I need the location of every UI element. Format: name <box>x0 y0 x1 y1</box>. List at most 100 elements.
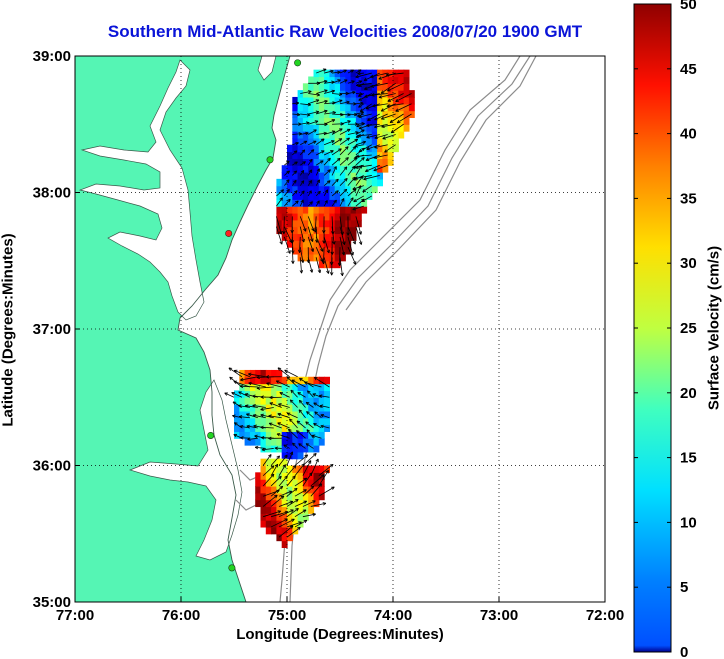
velocity-cell <box>239 417 246 426</box>
velocity-cell <box>281 383 288 392</box>
velocity-vector <box>292 190 298 197</box>
velocity-cell <box>281 499 288 508</box>
velocity-vector <box>339 128 351 135</box>
vector-head <box>361 198 365 202</box>
vector-head <box>317 190 321 193</box>
vector-head <box>290 229 293 234</box>
velocity-cell <box>297 499 304 508</box>
velocity-vector <box>278 464 286 476</box>
velocity-cell <box>308 472 315 480</box>
velocity-cell <box>281 438 288 446</box>
velocity-cell <box>398 103 405 112</box>
velocity-vector <box>331 71 341 74</box>
vector-head <box>279 197 283 200</box>
vector-head <box>286 188 290 192</box>
velocity-cell <box>377 131 383 139</box>
velocity-vector <box>307 190 312 197</box>
velocity-vector <box>300 103 311 106</box>
x-axis-ticks: 77:00 76:00 75:00 74:00 73:00 72:00 <box>56 597 624 624</box>
velocity-cell <box>403 103 410 112</box>
velocity-cell <box>393 144 399 153</box>
velocity-vector <box>238 391 251 398</box>
velocity-cell <box>281 404 288 412</box>
velocity-cell <box>287 445 293 453</box>
velocity-cell <box>355 131 362 139</box>
vector-head <box>239 425 244 427</box>
velocity-vector <box>323 247 325 264</box>
velocity-vector <box>347 131 359 135</box>
vector-head <box>240 377 244 381</box>
velocity-cell <box>387 96 394 105</box>
vector-head <box>298 443 302 445</box>
velocity-cell <box>340 219 346 228</box>
vector-head <box>306 122 310 125</box>
velocity-cell <box>398 96 405 105</box>
vector-head <box>288 429 290 433</box>
vector-head <box>312 486 315 490</box>
velocity-cell <box>366 178 373 187</box>
velocity-cell <box>260 472 267 480</box>
vector-head <box>310 485 314 488</box>
velocity-cell <box>377 151 383 159</box>
velocity-cell <box>287 520 293 528</box>
velocity-vector <box>248 373 266 378</box>
velocity-cell <box>265 376 272 385</box>
vector-head <box>261 449 266 452</box>
velocity-cell <box>281 445 288 453</box>
velocity-cell <box>371 83 378 91</box>
velocity-cell <box>361 69 368 78</box>
velocity-cell <box>377 76 383 84</box>
vector-head <box>246 424 250 427</box>
velocity-cell <box>371 103 378 112</box>
vector-head <box>344 241 346 245</box>
velocity-cell <box>308 185 315 194</box>
vector-head <box>308 90 312 92</box>
velocity-cell <box>308 376 315 385</box>
velocity-cell <box>271 499 277 508</box>
vector-head <box>246 413 249 417</box>
colorbar <box>633 3 672 653</box>
vector-head <box>266 382 270 386</box>
hf-radar-station-marker <box>266 156 274 164</box>
vector-head <box>293 487 298 490</box>
velocity-cell <box>271 465 277 473</box>
vector-head <box>291 260 294 264</box>
vector-head <box>313 402 316 406</box>
velocity-vector <box>305 401 314 408</box>
velocity-cell <box>334 83 341 91</box>
vector-head <box>252 405 256 408</box>
velocity-cell <box>313 438 320 446</box>
velocity-cell <box>292 144 299 153</box>
vector-head <box>371 94 375 97</box>
velocity-vector <box>299 149 306 156</box>
velocity-cell <box>271 424 277 432</box>
velocity-cell <box>366 117 373 125</box>
vector-head <box>320 483 323 487</box>
vector-head <box>338 158 341 162</box>
vector-head <box>311 201 313 205</box>
vector-head <box>278 455 280 460</box>
velocity-vector <box>302 472 313 487</box>
velocity-vector <box>291 180 297 186</box>
velocity-cell <box>340 144 346 153</box>
vector-head <box>355 76 359 79</box>
velocity-cell <box>329 185 336 194</box>
velocity-vector <box>292 170 297 176</box>
velocity-vector <box>313 402 322 408</box>
vector-head <box>256 375 260 378</box>
velocity-vector <box>270 455 280 466</box>
velocity-cell <box>297 192 304 200</box>
vector-head <box>297 392 300 396</box>
velocity-vector <box>286 451 293 466</box>
velocity-cell <box>324 383 330 392</box>
vector-head <box>304 382 308 385</box>
vector-head <box>253 424 257 427</box>
velocity-vector <box>316 110 328 115</box>
velocity-vector <box>355 123 365 125</box>
velocity-vector <box>284 170 290 176</box>
velocity-cell <box>297 240 304 248</box>
vector-head <box>253 425 257 428</box>
velocity-cell <box>329 96 336 105</box>
velocity-cell <box>292 212 299 221</box>
velocity-cell <box>255 390 262 398</box>
